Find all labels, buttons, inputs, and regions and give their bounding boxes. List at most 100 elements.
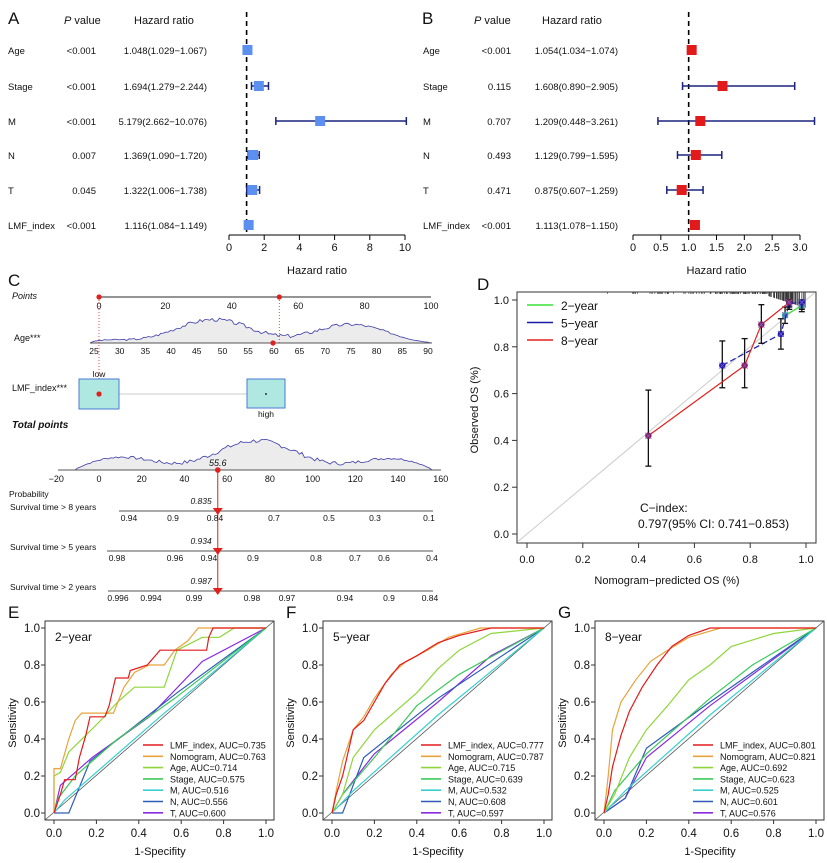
- x-tick-label: 0.2: [366, 828, 382, 840]
- legend-label: M, AUC=0.525: [720, 786, 779, 796]
- row-p-value: 0.007: [72, 151, 96, 162]
- row-p-value: 0.471: [487, 186, 511, 197]
- survival-label: Survival time > 2 years: [10, 582, 96, 592]
- survival-tick-label: 0.996: [107, 593, 129, 603]
- roc-title: 5−year: [333, 630, 370, 644]
- row-p-value: <0.001: [67, 46, 96, 57]
- calibration-cross: [785, 299, 793, 306]
- total-tick-label: 100: [305, 474, 320, 484]
- plot-frame: [44, 620, 275, 821]
- survival-tick-label: 0.4: [426, 553, 438, 563]
- roc-curve: [331, 627, 545, 814]
- survival-tick-label: 0.97: [279, 593, 296, 603]
- survival-tick-label: 0.3: [369, 513, 381, 523]
- x-tick-label: 0.4: [681, 828, 698, 840]
- reference-diagonal: [322, 620, 553, 821]
- nomogram: Points 0 20 40 60 80 100 Age*** 25 30 35 40 45 50 55 60…: [9, 291, 448, 603]
- survival-tick-label: 0.8: [310, 553, 322, 563]
- x-tick-label: 0.5: [653, 242, 668, 254]
- points-marker: [96, 294, 102, 300]
- row-label: Stage: [423, 82, 448, 93]
- panel-letter-f: F: [286, 603, 296, 622]
- c-index-value: 0.797(95% CI: 0.741−0.853): [638, 517, 789, 531]
- calibration-line: [722, 301, 802, 367]
- plot-frame: [594, 620, 825, 821]
- points-tick-label: 20: [160, 301, 170, 311]
- legend-label: 5−year: [561, 317, 598, 331]
- row-hazard-ratio: 1.129(0.799−1.595): [535, 151, 618, 162]
- x-tick-label: 2: [261, 242, 267, 254]
- total-tick-label: 80: [265, 474, 275, 484]
- hr-box: [242, 45, 253, 55]
- y-tick-label: 0.8: [494, 342, 509, 354]
- p-value-header: P value: [64, 15, 101, 27]
- row-p-value: 0.115: [488, 82, 511, 93]
- roc-curve: [54, 627, 267, 814]
- x-tick-label: 0.4: [631, 554, 646, 566]
- age-tick-label: 50: [218, 346, 228, 356]
- row-label: Stage: [8, 82, 33, 93]
- row-hazard-ratio: 1.694(1.279−2.244): [124, 82, 207, 93]
- x-tick-label: 2.0: [737, 242, 752, 254]
- row-label: T: [8, 186, 14, 197]
- legend-label: T, AUC=0.600: [170, 808, 226, 818]
- x-tick-label: 0.2: [638, 828, 654, 840]
- x-tick-label: 1.0: [808, 828, 824, 840]
- lmf-high-dot: [265, 393, 267, 395]
- y-tick-label: 0.6: [494, 389, 509, 401]
- x-tick-label: 0.8: [216, 828, 232, 840]
- row-p-value: <0.001: [67, 117, 96, 128]
- age-label: Age***: [14, 333, 41, 343]
- survival-marker: [212, 508, 223, 515]
- survival-tick-label: 0.94: [121, 513, 138, 523]
- x-tick-label: 1.0: [258, 828, 274, 840]
- y-tick-label: 0.2: [24, 771, 40, 783]
- total-points-marker: [214, 467, 221, 473]
- total-tick-label: 0: [96, 474, 101, 484]
- points-tick-label: 60: [293, 301, 303, 311]
- x-tick-label: 0.4: [131, 828, 148, 840]
- age-tick-label: 35: [141, 346, 151, 356]
- y-tick-label: 0.2: [302, 771, 318, 783]
- legend-label: M, AUC=0.532: [448, 786, 507, 796]
- legend-label: LMF_index, AUC=0.801: [720, 741, 816, 751]
- roc-curve: [53, 627, 267, 814]
- hr-box: [695, 116, 706, 126]
- legend-label: Stage, AUC=0.623: [720, 774, 795, 784]
- panel-letter-b: B: [422, 9, 433, 28]
- reference-diagonal: [594, 620, 825, 821]
- x-axis-label: Hazard ratio: [287, 265, 347, 277]
- y-tick-label: 0.4: [574, 734, 591, 746]
- x-tick-label: 6: [332, 242, 338, 254]
- y-tick-label: 0.0: [574, 808, 590, 820]
- p-italic: P: [474, 15, 482, 27]
- x-tick-label: 1.0: [798, 554, 813, 566]
- row-p-value: <0.001: [482, 221, 511, 232]
- survival-marker: [212, 588, 223, 595]
- y-axis-label: Observed OS (%): [469, 367, 481, 454]
- legend-label: T, AUC=0.576: [720, 808, 776, 818]
- roc-curve: [603, 627, 817, 814]
- y-tick-label: 1.0: [302, 623, 318, 635]
- row-label: N: [423, 151, 430, 162]
- calibration-plot: 0.0 0.2 0.4 0.6 0.8 1.0 0.0 0.2 0.4 0.6 0.8 1.0 Nomo…: [469, 291, 817, 587]
- calibration-cross: [798, 299, 806, 306]
- x-tick-label: 0.0: [596, 828, 612, 840]
- hr-box: [253, 81, 264, 91]
- survival-tick-label: 0.1: [423, 513, 435, 523]
- survival-label: Survival time > 8 years: [10, 502, 96, 512]
- total-tick-label: 160: [433, 474, 448, 484]
- points-tick-label: 80: [360, 301, 370, 311]
- x-tick-label: 0.8: [743, 554, 758, 566]
- lmf-index-label: LMF_index***: [12, 383, 68, 393]
- y-tick-label: 0.6: [302, 697, 318, 709]
- roc-curve: [53, 627, 266, 813]
- plot-frame: [322, 620, 553, 821]
- hr-box: [243, 220, 254, 230]
- age-tick-label: 60: [269, 346, 279, 356]
- hr-box: [690, 150, 701, 160]
- roc-curve: [332, 627, 545, 814]
- legend-label: Age, AUC=0.715: [448, 763, 515, 773]
- row-p-value: <0.001: [67, 82, 96, 93]
- x-tick-label: 0.0: [519, 554, 534, 566]
